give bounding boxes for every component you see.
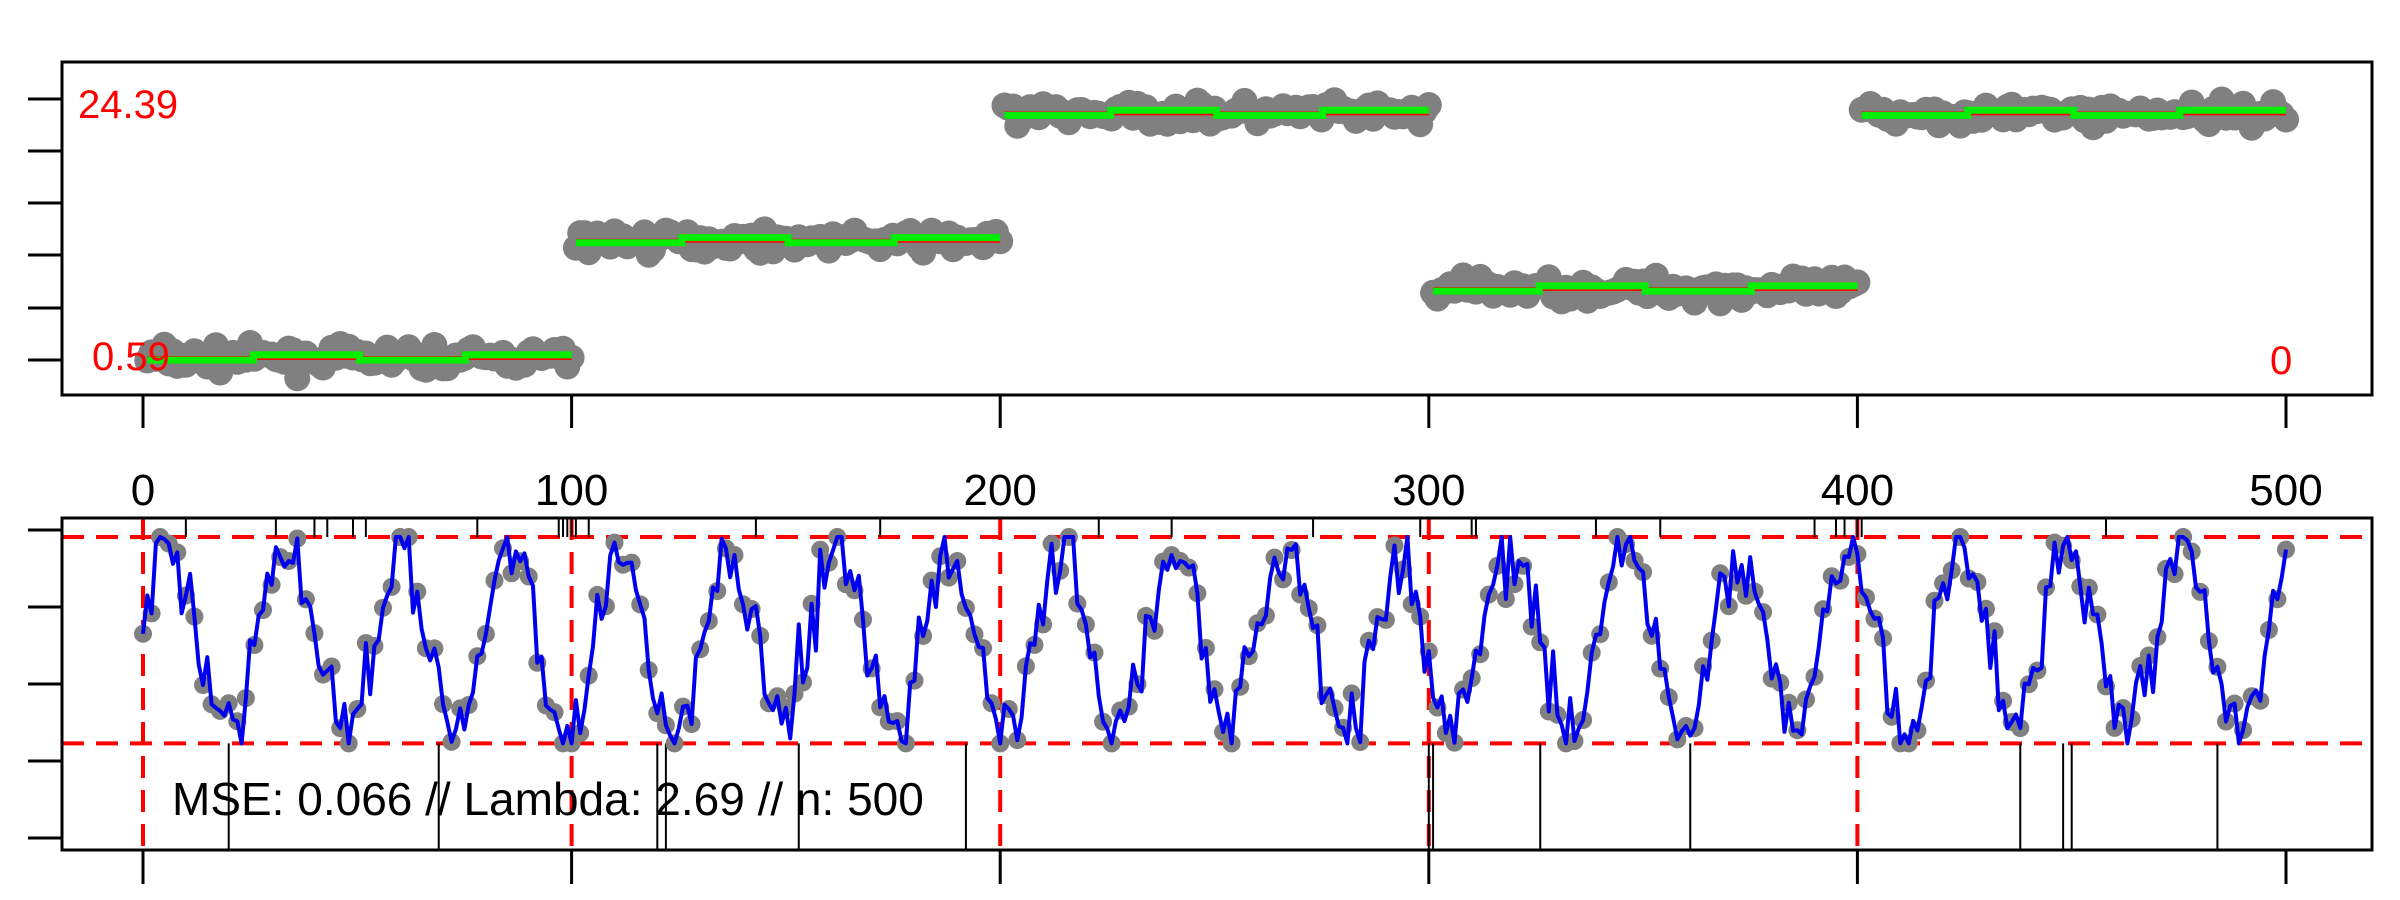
- top-x-tick-label: 200: [963, 466, 1036, 515]
- top-x-tick-label: 100: [535, 466, 608, 515]
- top-x-tick-label: 300: [1392, 466, 1465, 515]
- max-level-label: 24.39: [78, 83, 178, 127]
- top-green-segment: [147, 351, 572, 364]
- top-x-axis: 0 100 200 300 400 500: [131, 395, 2323, 515]
- bottom-annotation: MSE: 0.066 // Lambda: 2.69 // n: 500: [172, 773, 924, 825]
- top-panel: 0 100 200 300 400 500 24.39 0.59 0: [28, 60, 2374, 515]
- end-level-label: 0: [2270, 339, 2292, 383]
- top-plot-frame: [60, 60, 2374, 397]
- top-green-segment: [1004, 106, 1429, 119]
- top-x-tick-label: 500: [2249, 466, 2322, 515]
- top-green-segment: [1861, 106, 2286, 119]
- bottom-line-layer: [141, 535, 2288, 746]
- bottom-changepoint-marks: [184, 518, 2219, 850]
- top-x-tick-label: 400: [1821, 466, 1894, 515]
- top-x-tick-label: 0: [131, 466, 155, 515]
- bottom-panel: MSE: 0.066 // Lambda: 2.69 // n: 500: [28, 516, 2374, 884]
- top-green-segment: [575, 234, 1001, 247]
- min-level-label: 0.59: [92, 335, 170, 379]
- top-y-axis: [28, 97, 62, 362]
- bottom-x-axis: [141, 850, 2288, 884]
- top-green-fit-layer: [147, 106, 2286, 364]
- bottom-y-axis: [28, 528, 62, 840]
- top-green-segment: [1433, 282, 1858, 295]
- bottom-series-line: [141, 535, 2288, 746]
